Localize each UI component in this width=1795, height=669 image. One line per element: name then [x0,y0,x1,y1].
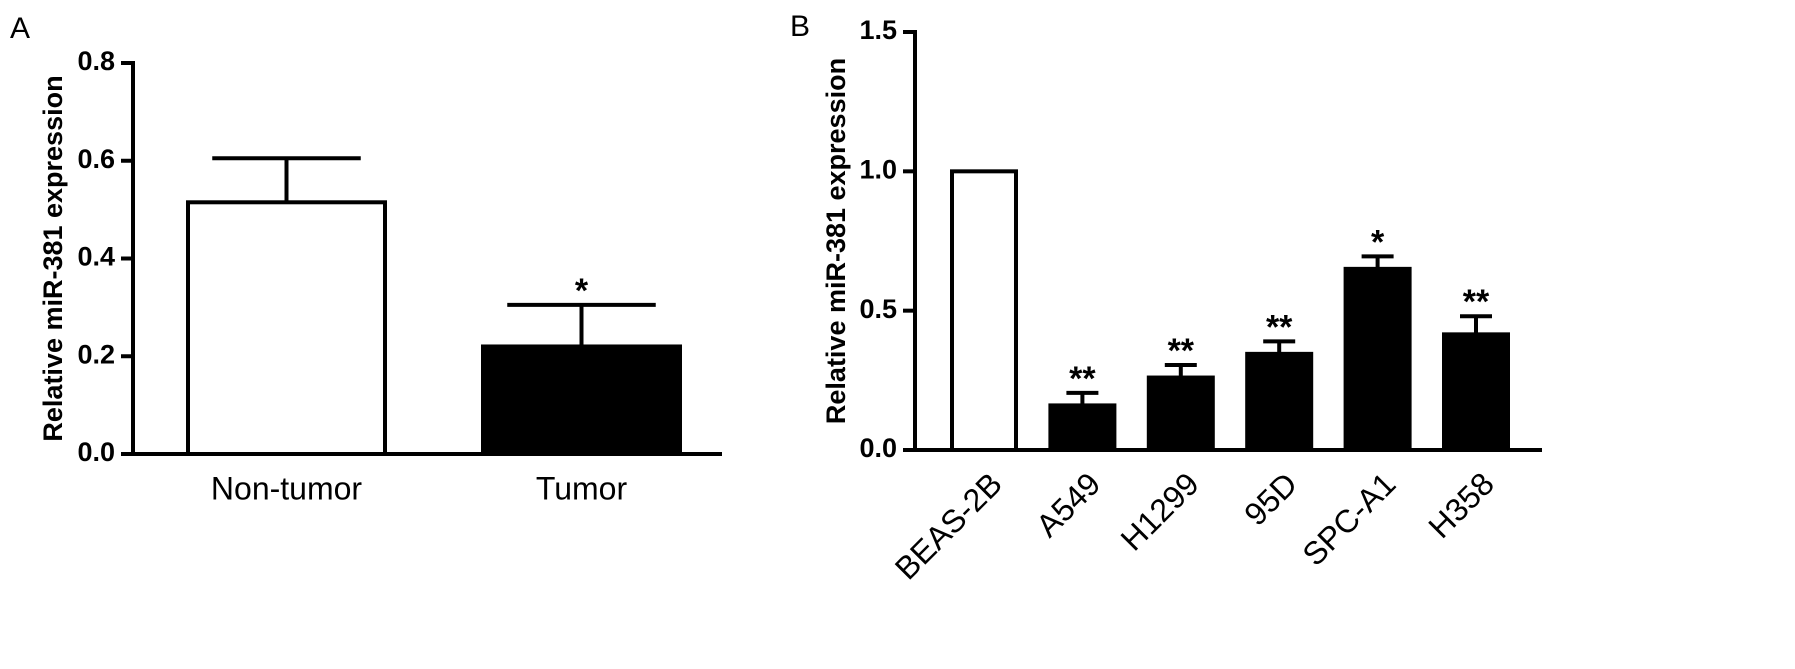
panel-label: A [10,12,30,45]
bar [1146,375,1215,452]
bar [1343,266,1412,452]
x-tick-label: H358 [1421,465,1501,545]
bar [1442,332,1510,452]
y-tick-label: 0.8 [77,46,115,76]
y-tick-label: 0.2 [77,339,115,369]
y-tick-label: 0.0 [859,433,897,463]
significance: ** [1168,332,1195,370]
bar [950,169,1018,452]
panel-label: B [790,10,810,43]
y-axis-title: Relative miR-381 expression [821,58,851,424]
y-tick-label: 0.6 [77,144,115,174]
significance: * [1371,223,1385,261]
y-tick-label: 1.0 [859,154,897,184]
bar [481,344,682,457]
bar [186,200,387,456]
x-tick-label: SPC-A1 [1295,465,1402,572]
bar [1048,403,1117,452]
y-tick-label: 1.5 [859,15,897,45]
x-tick-label: Tumor [536,470,628,506]
bar [1245,351,1314,452]
y-tick-label: 0.5 [859,294,897,324]
x-tick-label: H1299 [1114,465,1206,557]
x-tick-label: BEAS-2B [888,465,1009,586]
significance: ** [1266,308,1293,346]
significance: ** [1463,283,1490,321]
x-tick-label: 95D [1237,465,1304,532]
significance: ** [1069,360,1096,398]
y-axis-title: Relative miR-381 expression [38,75,68,441]
x-tick-label: Non-tumor [211,470,363,506]
x-tick-label: A549 [1029,465,1107,543]
significance: * [575,272,589,310]
y-tick-label: 0.4 [77,242,115,272]
y-tick-label: 0.0 [77,437,115,467]
